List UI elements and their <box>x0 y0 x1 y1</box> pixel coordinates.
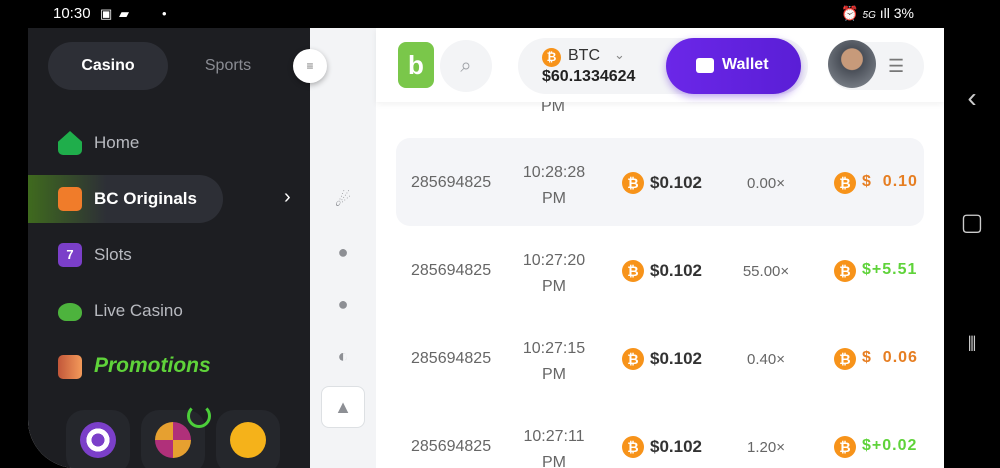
wallet-button[interactable]: Wallet <box>666 38 801 94</box>
tab-casino[interactable]: Casino <box>48 42 168 90</box>
profit-amount: $ 0.10 <box>862 173 918 190</box>
comet-icon[interactable]: ☄ <box>334 190 352 210</box>
sidebar-item-label: BC Originals <box>94 189 197 208</box>
bet-id: 285694825 <box>411 438 492 455</box>
sidebar-item-label: Home <box>94 133 140 152</box>
bitcoin-icon: ₿ <box>834 436 856 458</box>
bet-amount: $0.102 <box>650 261 702 280</box>
bet-id: 285694825 <box>411 262 492 279</box>
bitcoin-icon: ₿ <box>622 172 644 194</box>
gallery-icon: ▣ <box>100 6 113 21</box>
slot-7-icon: 7 <box>58 243 82 267</box>
wallet-label: Wallet <box>722 56 769 73</box>
sidebar-item-live-casino[interactable]: Live Casino <box>28 287 310 335</box>
avatar[interactable] <box>828 40 876 88</box>
sidebar-item-promotions[interactable]: Promotions <box>28 343 310 391</box>
bitcoin-icon: ₿ <box>834 348 856 370</box>
currency-label: BTC <box>568 47 600 64</box>
table-row[interactable]: 285694825 10:28:28 PM ₿ $0.102 0.00× ₿ $ … <box>396 138 924 226</box>
profit-amount: $+5.51 <box>862 261 918 278</box>
dice-icon <box>58 187 82 211</box>
sidebar-item-slots[interactable]: 7 Slots <box>28 231 310 279</box>
clock: 10:30 <box>53 5 91 22</box>
promo-tile-target[interactable] <box>66 410 130 468</box>
home-icon <box>58 131 82 155</box>
promo-tile-piggy[interactable] <box>216 410 280 468</box>
bitcoin-icon: ₿ <box>622 260 644 282</box>
sidebar-item-bc-originals[interactable]: BC Originals › <box>28 175 310 223</box>
top-header: b ⌕ ₿ BTC ⌄ $60.1334624 Wallet ☰ <box>376 28 944 102</box>
partial-row-time: PM <box>541 98 565 115</box>
sidebar: Casino Sports Home BC Originals › 7 Slot… <box>28 28 310 468</box>
battery-percent: 3% <box>893 5 914 21</box>
user-menu[interactable]: ☰ <box>828 40 924 90</box>
target-icon <box>80 422 116 458</box>
tab-sports[interactable]: Sports <box>204 57 252 74</box>
cookie-icon[interactable]: ● <box>337 242 349 262</box>
message-icon: ▰ <box>119 6 129 21</box>
back-icon[interactable]: ‹ <box>967 82 977 113</box>
android-nav-bar: ‹ ▢ ⦀ <box>944 0 1000 450</box>
bet-time: 10:27:11 PM <box>523 428 585 468</box>
promo-tile-wheel[interactable] <box>141 404 211 468</box>
home-button-icon[interactable]: ▢ <box>960 209 984 236</box>
profit-amount: $ 0.06 <box>862 349 918 366</box>
bitcoin-icon: ₿ <box>622 436 644 458</box>
wheel-icon <box>155 422 191 458</box>
bet-amount: $0.102 <box>650 173 702 192</box>
chevron-right-icon[interactable]: › <box>284 186 291 208</box>
piggy-bank-icon <box>230 422 266 458</box>
table-row[interactable]: 285694825 10:27:11 PM ₿ $0.102 1.20× ₿ $+… <box>396 402 924 468</box>
sidebar-item-home[interactable]: Home <box>28 119 310 167</box>
bomb-icon[interactable]: ● <box>337 294 349 314</box>
bitcoin-icon: ₿ <box>622 348 644 370</box>
table-row[interactable]: 285694825 10:27:20 PM ₿ $0.102 55.00× ₿ $… <box>396 226 924 314</box>
multiplier: 0.40× <box>747 351 785 368</box>
profit-amount: $+0.02 <box>862 437 918 454</box>
app: Casino Sports Home BC Originals › 7 Slot… <box>28 28 944 468</box>
status-bar: 10:30 ▣ ▰ • ⏰ 5G ıll 3% <box>0 0 944 28</box>
game-icon-strip: ☄ ● ● ◐ ▲ <box>310 28 376 468</box>
search-button[interactable]: ⌕ <box>440 40 492 92</box>
turtle-icon: ▲ <box>334 397 352 417</box>
tags-icon <box>58 355 82 379</box>
status-right: ⏰ 5G ıll 3% <box>841 5 914 21</box>
balls-icon[interactable]: ◐ <box>337 346 349 366</box>
bet-time: 10:27:20 PM <box>522 252 586 295</box>
bet-time: 10:28:28 PM <box>522 164 586 207</box>
multiplier: 0.00× <box>747 175 785 192</box>
multiplier: 1.20× <box>747 439 785 456</box>
sidebar-tabs: Casino Sports <box>48 42 288 90</box>
sidebar-item-label: Slots <box>94 245 132 264</box>
bet-id: 285694825 <box>411 174 492 191</box>
dealer-icon <box>58 303 82 321</box>
collapse-sidebar-button[interactable]: ≡ <box>293 49 327 83</box>
sidebar-item-label: Promotions <box>94 354 211 377</box>
dot-icon: • <box>162 6 167 21</box>
search-icon: ⌕ <box>460 55 472 77</box>
table-row[interactable]: 285694825 10:27:15 PM ₿ $0.102 0.40× ₿ $ … <box>396 314 924 402</box>
bet-amount: $0.102 <box>650 349 702 368</box>
selected-game-button[interactable]: ▲ <box>321 386 365 428</box>
bet-amount: $0.102 <box>650 437 702 456</box>
refresh-icon <box>187 404 211 428</box>
sidebar-item-label: Live Casino <box>94 301 183 320</box>
bitcoin-icon: ₿ <box>834 260 856 282</box>
bet-time: 10:27:15 PM <box>522 340 586 383</box>
bet-history-table: PM 285694825 10:28:28 PM ₿ $0.102 0.00× ₿… <box>376 98 944 468</box>
recents-icon[interactable]: ⦀ <box>967 334 977 356</box>
bc-logo[interactable]: b <box>398 42 434 88</box>
balance-amount: $60.1334624 <box>542 68 636 85</box>
bet-id: 285694825 <box>411 350 492 367</box>
multiplier: 55.00× <box>742 263 790 280</box>
bitcoin-icon: ₿ <box>542 48 561 67</box>
menu-icon[interactable]: ☰ <box>888 56 905 76</box>
bitcoin-icon: ₿ <box>834 172 856 194</box>
wallet-icon <box>696 58 714 73</box>
chevron-down-icon: ⌄ <box>614 47 625 62</box>
